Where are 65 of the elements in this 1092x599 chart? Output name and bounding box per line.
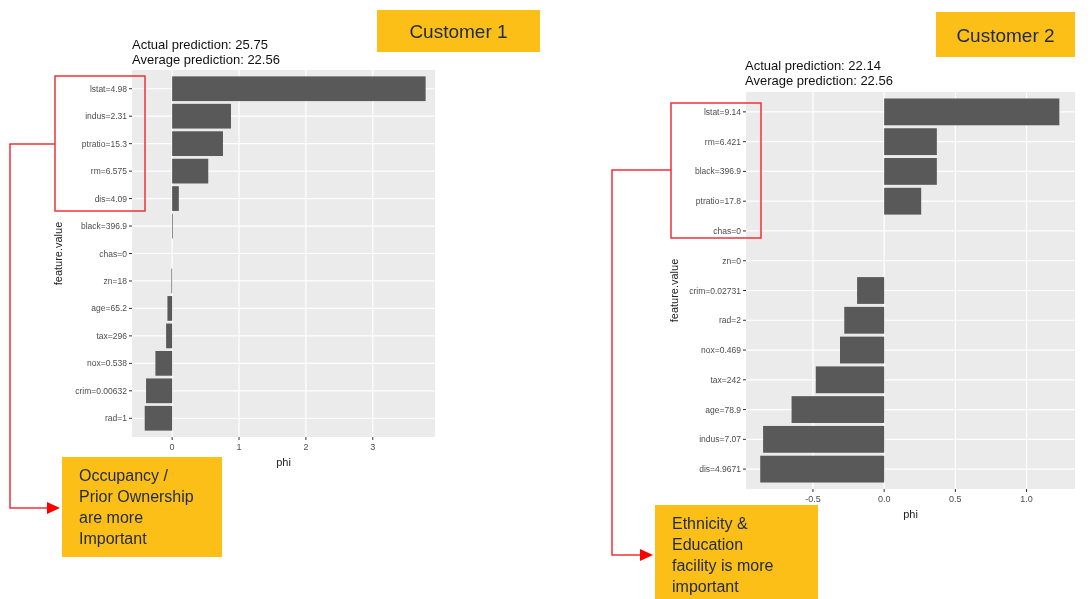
bar <box>763 425 885 453</box>
y-tick-label: crim=0.02731 <box>689 285 742 296</box>
y-tick-label: chas=0 <box>99 248 128 259</box>
bar <box>172 131 223 157</box>
x-tick-label: 0 <box>169 442 175 452</box>
y-tick-label: tax=296 <box>96 330 128 341</box>
bar <box>884 128 937 156</box>
chart-title: Customer 1 <box>409 21 508 42</box>
y-axis-title: feature.value <box>668 258 680 323</box>
bar <box>884 98 1060 126</box>
y-tick-label: ptratio=17.8 <box>695 196 742 207</box>
y-tick-label: chas=0 <box>713 225 742 236</box>
bar <box>844 306 885 334</box>
y-tick-label: rad=1 <box>105 413 128 424</box>
bar <box>172 158 209 184</box>
y-tick-label: age=65.2 <box>91 303 128 314</box>
chart-subtitle: Actual prediction: 25.75 Average prediction: 22.56 <box>132 37 280 67</box>
text: Occupancy / Prior Ownership are more Important <box>79 467 194 547</box>
y-tick-label: age=78.9 <box>705 404 742 415</box>
y-tick-label: rm=6.575 <box>90 166 128 177</box>
bar <box>857 277 885 304</box>
y-tick-label: nox=0.469 <box>701 345 742 356</box>
bar <box>760 455 885 483</box>
y-axis-title: feature.value <box>52 221 64 286</box>
x-tick-label: 3 <box>370 442 376 452</box>
bar <box>155 350 173 376</box>
x-tick-label: 1 <box>236 442 242 452</box>
bar <box>144 405 173 431</box>
y-tick-label: ptratio=15.3 <box>81 138 128 149</box>
bar <box>840 336 885 364</box>
y-tick-label: nox=0.538 <box>87 358 128 369</box>
y-tick-label: dis=4.09 <box>94 193 128 204</box>
x-tick-label: -0.5 <box>805 494 821 504</box>
bar <box>791 396 885 423</box>
x-tick-label: 0.5 <box>949 494 962 504</box>
y-tick-label: lstat=9.14 <box>703 106 742 117</box>
bar <box>815 366 885 394</box>
bar <box>172 186 179 211</box>
y-tick-label: rad=2 <box>719 315 742 326</box>
x-axis-title: phi <box>276 456 291 468</box>
bar <box>146 378 173 404</box>
bar <box>172 103 231 129</box>
bar <box>884 158 937 185</box>
x-tick-label: 2 <box>303 442 309 452</box>
y-tick-label: indus=2.31 <box>85 111 128 122</box>
chart-subtitle: Actual prediction: 22.14 Average prediction: 22.56 <box>745 58 893 88</box>
y-tick-label: zn=0 <box>722 255 742 266</box>
x-tick-label: 1.0 <box>1020 494 1033 504</box>
x-axis-title: phi <box>903 508 918 520</box>
y-tick-label: zn=18 <box>103 275 128 286</box>
y-tick-label: rm=6.421 <box>704 136 742 147</box>
y-tick-label: tax=242 <box>710 374 742 385</box>
x-tick-label: 0.0 <box>877 494 891 504</box>
y-tick-label: crim=0.00632 <box>75 385 128 396</box>
y-tick-label: indus=7.07 <box>699 434 742 445</box>
bar <box>172 76 426 102</box>
bar <box>884 187 922 215</box>
y-tick-label: lstat=4.98 <box>89 83 128 94</box>
y-tick-label: black=396.9 <box>80 221 128 232</box>
chart-title: Customer 2 <box>956 24 1055 46</box>
bar <box>166 323 173 349</box>
y-tick-label: black=396.9 <box>694 166 742 177</box>
y-tick-label: dis=4.9671 <box>699 464 742 475</box>
bar <box>167 296 173 321</box>
text: Ethnicity & Education facility is more important <box>672 515 774 595</box>
